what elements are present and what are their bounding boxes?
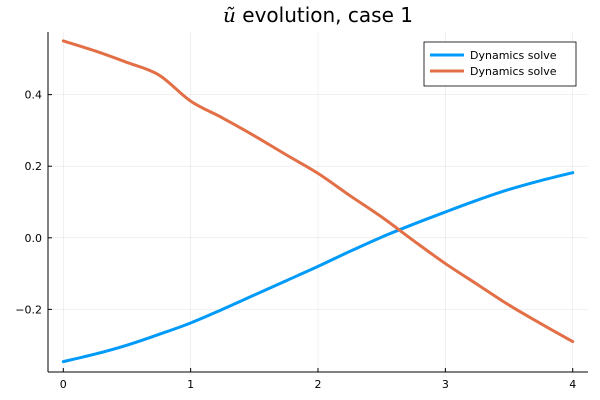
x-tick-label-3: 3 (442, 378, 449, 391)
legend-box (423, 41, 577, 87)
x-tick-label-2: 2 (315, 378, 322, 391)
chart-title-text: evolution, case 1 (236, 3, 413, 27)
series-line-0 (61, 171, 575, 364)
legend: Dynamics solve Dynamics solve (423, 41, 577, 87)
axes (47, 32, 588, 373)
x-tick-label-1: 1 (187, 378, 194, 391)
y-tick-label-3: 0.4 (25, 89, 43, 102)
chart-title-symbol: ũ (223, 3, 236, 27)
y-tick-label-1: 0.0 (25, 232, 43, 245)
grid-lines (48, 32, 588, 372)
legend-label-1: Dynamics solve (470, 65, 557, 78)
series-lines (61, 39, 575, 364)
y-tick-labels: −0.2 0.0 0.2 0.4 (15, 89, 42, 317)
series-line-1 (61, 39, 575, 344)
y-tick-label-2: 0.2 (25, 160, 43, 173)
y-tick-label-0: −0.2 (15, 303, 42, 316)
x-tick-label-0: 0 (60, 378, 67, 391)
chart-title: ũ evolution, case 1 (223, 3, 413, 27)
legend-label-0: Dynamics solve (470, 49, 557, 62)
x-tick-labels: 0 1 2 3 4 (60, 378, 576, 391)
x-tick-label-4: 4 (569, 378, 576, 391)
